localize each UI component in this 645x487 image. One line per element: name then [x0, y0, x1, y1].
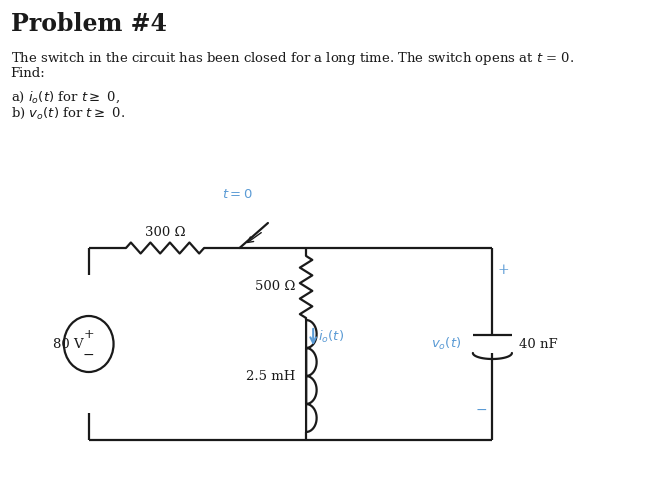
Text: The switch in the circuit has been closed for a long time. The switch opens at $: The switch in the circuit has been close…	[11, 50, 574, 67]
Text: $v_o(t)$: $v_o(t)$	[431, 336, 461, 352]
Text: 500 Ω: 500 Ω	[255, 281, 295, 294]
Text: 2.5 mH: 2.5 mH	[246, 370, 295, 382]
Text: 40 nF: 40 nF	[519, 337, 558, 351]
Text: b) $v_o(t)$ for $t \geq$ 0.: b) $v_o(t)$ for $t \geq$ 0.	[11, 106, 124, 121]
Text: Problem #4: Problem #4	[11, 12, 166, 36]
Text: −: −	[476, 403, 488, 417]
Text: Find:: Find:	[11, 67, 45, 80]
Text: 80 V: 80 V	[54, 337, 84, 351]
Text: +: +	[497, 263, 509, 277]
Text: $t = 0$: $t = 0$	[222, 188, 253, 202]
Text: $i_o(t)$: $i_o(t)$	[317, 329, 344, 345]
Text: a) $i_o(t)$ for $t \geq$ 0,: a) $i_o(t)$ for $t \geq$ 0,	[11, 90, 120, 106]
Text: −: −	[83, 348, 95, 362]
Text: +: +	[83, 329, 94, 341]
Text: 300 Ω: 300 Ω	[144, 225, 185, 239]
